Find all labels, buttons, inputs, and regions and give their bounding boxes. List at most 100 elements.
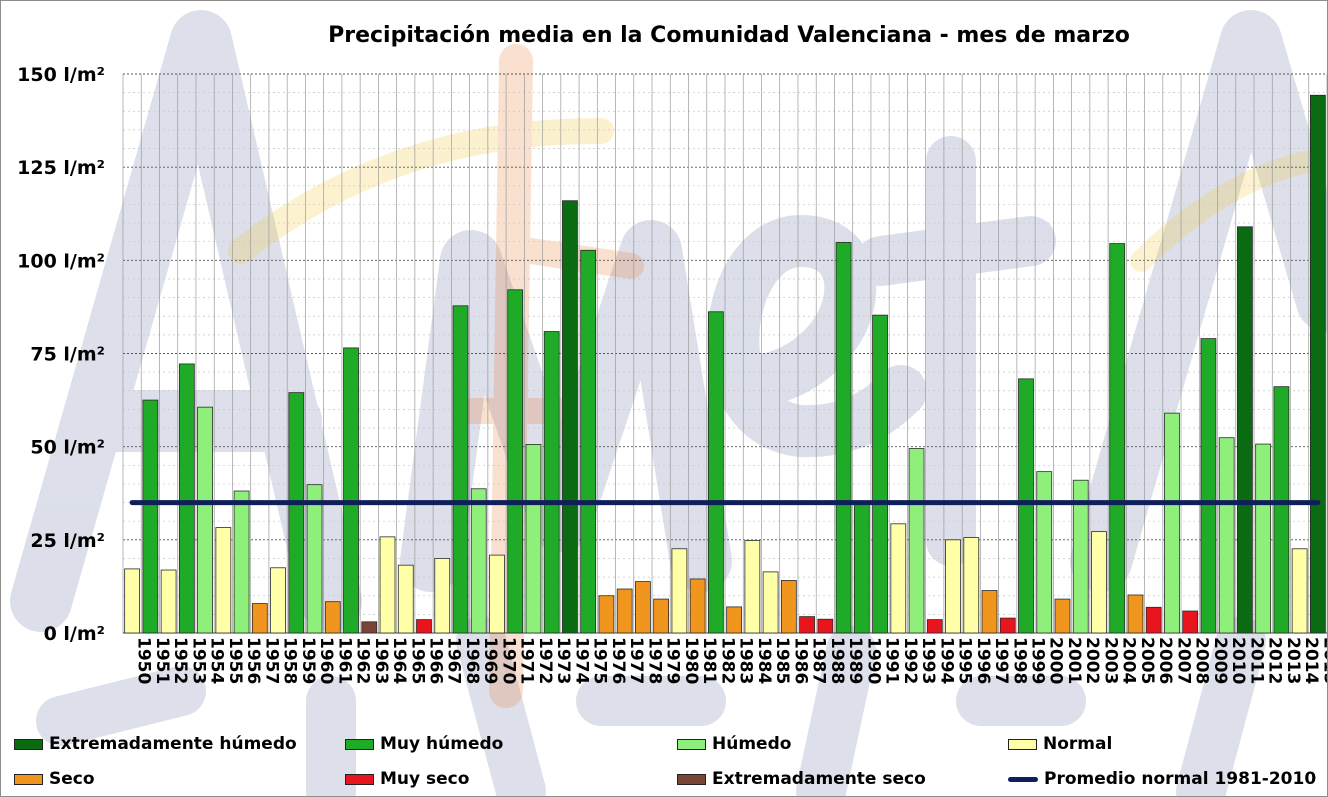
legend-swatch-extremadamente-seco: [677, 773, 706, 785]
bar-1995: [945, 539, 961, 634]
bar-1971: [507, 289, 524, 634]
legend-swatch-seco: [14, 773, 43, 785]
x-tick-label-1978: 1978: [644, 637, 664, 684]
legend-item-seco: Seco: [14, 769, 95, 789]
bar-1952: [160, 569, 177, 634]
x-tick-label-1998: 1998: [1009, 637, 1029, 684]
legend-swatch-extremadamente-humedo: [14, 738, 43, 750]
legend-item-promedio-normal: Promedio normal 1981-2010: [1008, 769, 1316, 789]
bar-2008: [1182, 610, 1199, 634]
bar-1980: [671, 548, 688, 634]
bar-1964: [379, 536, 396, 634]
bars: [124, 94, 1326, 634]
x-tick-label-1962: 1962: [353, 637, 373, 684]
y-tick-label: 75 l/m²: [30, 344, 105, 366]
y-axis-tick-labels: 0 l/m² 25 l/m² 50 l/m² 75 l/m² 100 l/m² 125 l…: [17, 64, 105, 645]
bar-2007: [1164, 412, 1180, 634]
x-tick-label-1966: 1966: [426, 637, 446, 684]
bar-1991: [872, 314, 888, 634]
bar-1959: [288, 392, 305, 634]
x-tick-label-1981: 1981: [699, 637, 719, 684]
y-tick-label: 125 l/m²: [17, 157, 105, 179]
bar-2013: [1273, 386, 1290, 634]
bar-1973: [543, 331, 560, 634]
x-tick-label-1971: 1971: [517, 637, 537, 684]
x-tick-label-1950: 1950: [134, 637, 154, 684]
x-tick-label-1958: 1958: [280, 637, 300, 684]
bar-1975: [580, 249, 597, 634]
bar-1953: [178, 363, 195, 634]
bar-1978: [635, 581, 651, 634]
x-tick-label-1987: 1987: [809, 637, 829, 684]
legend-item-extremadamente-seco: Extremadamente seco: [677, 769, 926, 789]
bar-1979: [653, 598, 670, 634]
bar-2009: [1200, 338, 1217, 634]
bar-2011: [1237, 226, 1253, 634]
x-tick-label-1974: 1974: [571, 637, 591, 684]
y-tick-label: 100 l/m²: [17, 250, 105, 272]
y-tick-label: 150 l/m²: [17, 64, 105, 86]
bar-1967: [434, 558, 451, 634]
x-tick-label-1952: 1952: [170, 637, 190, 684]
x-tick-label-1996: 1996: [973, 637, 993, 684]
bar-2010: [1218, 437, 1235, 634]
legend-item-extremadamente-humedo: Extremadamente húmedo: [14, 734, 297, 754]
y-tick-label: 25 l/m²: [30, 530, 105, 552]
x-tick-label-1997: 1997: [991, 637, 1011, 684]
bar-1955: [215, 527, 232, 634]
legend-label-humedo: Húmedo: [712, 734, 792, 754]
bar-2015: [1309, 94, 1326, 634]
bar-2002: [1072, 479, 1089, 634]
legend-item-normal: Normal: [1008, 734, 1112, 754]
x-tick-label-2000: 2000: [1046, 637, 1066, 684]
x-tick-label-1977: 1977: [626, 637, 646, 684]
x-tick-label-2013: 2013: [1283, 637, 1303, 684]
bar-1962: [343, 347, 359, 634]
bar-1969: [470, 488, 487, 634]
x-tick-label-2004: 2004: [1119, 637, 1139, 684]
x-tick-label-2009: 2009: [1210, 637, 1230, 684]
bar-1992: [890, 523, 907, 634]
legend-swatch-humedo: [677, 738, 706, 750]
x-tick-label-1988: 1988: [827, 637, 847, 684]
x-tick-label-1973: 1973: [553, 637, 573, 684]
legend-item-muy-seco: Muy seco: [345, 769, 469, 789]
legend-label-extremadamente-humedo: Extremadamente húmedo: [49, 734, 297, 754]
bar-1989: [835, 242, 852, 634]
x-tick-label-1985: 1985: [772, 637, 792, 684]
bar-2001: [1054, 598, 1071, 634]
x-tick-label-2006: 2006: [1155, 637, 1175, 684]
x-tick-label-1994: 1994: [936, 637, 956, 684]
bar-1994: [926, 619, 943, 634]
legend-label-muy-seco: Muy seco: [380, 769, 470, 789]
x-tick-label-1986: 1986: [790, 637, 810, 684]
bar-1965: [397, 564, 414, 634]
x-tick-label-1979: 1979: [663, 637, 683, 684]
bar-1983: [726, 606, 743, 634]
x-tick-label-2012: 2012: [1265, 637, 1285, 684]
x-tick-label-1959: 1959: [298, 637, 318, 684]
bar-1961: [324, 601, 341, 634]
legend-swatch-muy-seco: [345, 773, 374, 785]
bar-1987: [799, 616, 815, 634]
bar-1993: [908, 448, 925, 634]
bar-2005: [1127, 594, 1144, 634]
x-tick-label-2014: 2014: [1301, 637, 1321, 684]
x-tick-label-1970: 1970: [498, 637, 518, 684]
x-tick-label-1990: 1990: [863, 637, 883, 684]
x-tick-label-1951: 1951: [152, 637, 172, 684]
x-tick-label-1980: 1980: [681, 637, 701, 684]
x-tick-label-2002: 2002: [1082, 637, 1102, 684]
x-tick-label-1995: 1995: [955, 637, 975, 684]
bar-1997: [981, 590, 998, 634]
y-tick-label: 0 l/m²: [44, 623, 105, 645]
x-tick-label-2007: 2007: [1173, 637, 1193, 684]
bar-2012: [1255, 443, 1272, 634]
x-tick-label-1992: 1992: [900, 637, 920, 684]
x-tick-label-1968: 1968: [462, 637, 482, 684]
x-tick-label-1964: 1964: [389, 637, 409, 684]
bar-1954: [197, 406, 213, 634]
legend-label-extremadamente-seco: Extremadamente seco: [712, 769, 926, 789]
bar-1960: [306, 484, 323, 634]
